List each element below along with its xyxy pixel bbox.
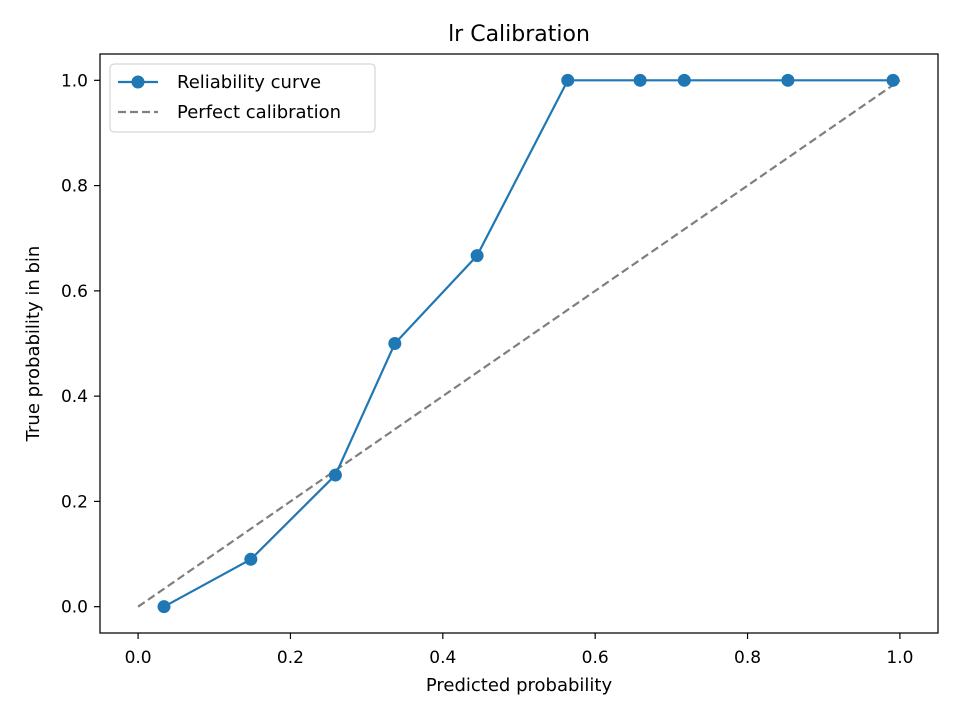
x-tick-label: 0.0 xyxy=(125,648,152,668)
y-tick-label: 0.4 xyxy=(61,387,88,407)
reliability-point xyxy=(781,73,795,87)
y-tick-label: 0.0 xyxy=(61,598,88,618)
reliability-point xyxy=(157,600,171,614)
legend-label-perfect: Perfect calibration xyxy=(177,102,341,123)
reliability-point xyxy=(886,73,900,87)
legend-box xyxy=(109,63,376,133)
x-axis: 0.0 0.2 0.4 0.6 0.8 1.0 xyxy=(125,633,913,668)
y-axis-label: True probability in bin xyxy=(23,246,44,443)
reliability-curve-line xyxy=(163,79,894,608)
y-tick-label: 1.0 xyxy=(61,71,88,91)
y-axis: 0.0 0.2 0.4 0.6 0.8 1.0 xyxy=(61,71,100,618)
x-tick-label: 0.4 xyxy=(429,648,456,668)
x-axis-label: Predicted probability xyxy=(426,675,613,696)
y-tick-label: 0.8 xyxy=(61,177,88,197)
reliability-point xyxy=(677,73,691,87)
reliability-point xyxy=(388,337,402,350)
x-tick-label: 0.8 xyxy=(734,648,761,668)
perfect-calibration-line xyxy=(137,79,901,608)
legend-marker-reliability xyxy=(131,75,145,89)
reliability-point xyxy=(328,468,342,482)
legend: Reliability curve Perfect calibration xyxy=(109,63,376,133)
reliability-point xyxy=(561,73,575,87)
reliability-point xyxy=(244,552,258,566)
reliability-point xyxy=(470,249,484,263)
x-tick-label: 1.0 xyxy=(886,648,913,668)
x-tick-label: 0.2 xyxy=(277,648,304,668)
legend-label-reliability: Reliability curve xyxy=(177,72,321,93)
chart-title: lr Calibration xyxy=(448,22,590,47)
y-tick-label: 0.6 xyxy=(61,282,88,302)
series-layer xyxy=(137,73,901,614)
x-tick-label: 0.6 xyxy=(582,648,609,668)
reliability-point xyxy=(633,73,647,87)
y-tick-label: 0.2 xyxy=(61,492,88,512)
